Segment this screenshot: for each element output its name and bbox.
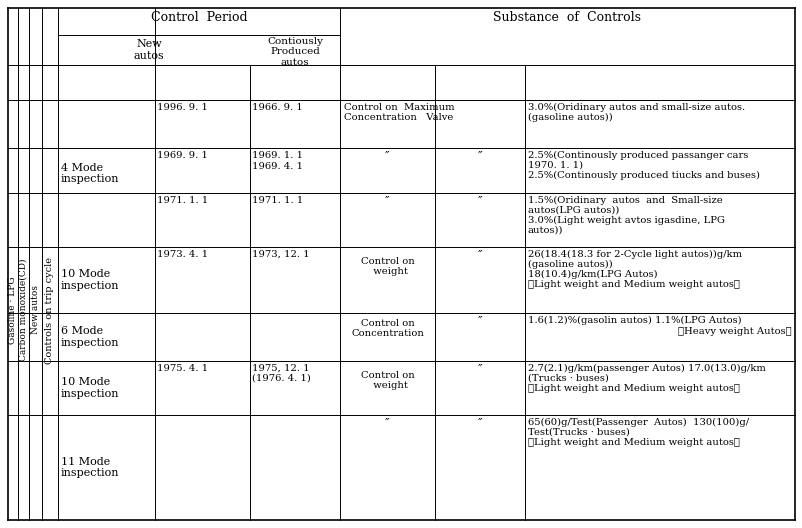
Text: 2.7(2.1)g/km(passenger Autos) 17.0(13.0)g/km: 2.7(2.1)g/km(passenger Autos) 17.0(13.0)… — [528, 364, 765, 373]
Text: 6 Mode
inspection: 6 Mode inspection — [61, 326, 119, 348]
Text: 〈Heavy weight Autos〉: 〈Heavy weight Autos〉 — [678, 327, 791, 336]
Text: 〈Light weight and Medium weight autos〉: 〈Light weight and Medium weight autos〉 — [528, 438, 739, 447]
Text: 3.0%(Light weight avtos igasdine, LPG: 3.0%(Light weight avtos igasdine, LPG — [528, 216, 724, 225]
Text: 1.5%(Oridinary  autos  and  Small-size: 1.5%(Oridinary autos and Small-size — [528, 196, 722, 205]
Text: 10 Mode
inspection: 10 Mode inspection — [61, 377, 119, 399]
Text: ″: ″ — [477, 250, 482, 263]
Text: 1969. 9. 1: 1969. 9. 1 — [157, 151, 208, 160]
Text: 1971. 1. 1: 1971. 1. 1 — [252, 196, 303, 205]
Text: 4 Mode
inspection: 4 Mode inspection — [61, 163, 119, 184]
Text: Control  Period: Control Period — [151, 11, 247, 24]
Text: ″: ″ — [385, 151, 389, 164]
Text: 65(60)g/Test(Passenger  Autos)  130(100)g/: 65(60)g/Test(Passenger Autos) 130(100)g/ — [528, 418, 748, 427]
Text: Control on
  weight: Control on weight — [360, 257, 414, 276]
Text: ″: ″ — [477, 196, 482, 209]
Text: Control on  Maximum: Control on Maximum — [343, 103, 454, 112]
Text: Test(Trucks · buses): Test(Trucks · buses) — [528, 428, 629, 437]
Text: 10 Mode
inspection: 10 Mode inspection — [61, 269, 119, 291]
Text: 3.0%(Oridinary autos and small-size autos.: 3.0%(Oridinary autos and small-size auto… — [528, 103, 744, 112]
Text: 18(10.4)g/km(LPG Autos): 18(10.4)g/km(LPG Autos) — [528, 270, 657, 279]
Text: (Trucks · buses): (Trucks · buses) — [528, 374, 608, 383]
Text: Control on
  weight: Control on weight — [360, 371, 414, 390]
Text: 2.5%(Continously produced passanger cars: 2.5%(Continously produced passanger cars — [528, 151, 747, 160]
Text: New
autos: New autos — [133, 39, 164, 61]
Text: Control on
Concentration: Control on Concentration — [350, 319, 423, 338]
Text: (1976. 4. 1): (1976. 4. 1) — [252, 374, 310, 383]
Text: New autos: New autos — [31, 286, 40, 335]
Text: 1966. 9. 1: 1966. 9. 1 — [252, 103, 302, 112]
Text: Carbon monoxide(CD): Carbon monoxide(CD) — [19, 259, 28, 361]
Text: 1969. 4. 1: 1969. 4. 1 — [252, 162, 302, 171]
Text: autos)): autos)) — [528, 226, 563, 235]
Text: 26(18.4(18.3 for 2-Cycle light autos))g/km: 26(18.4(18.3 for 2-Cycle light autos))g/… — [528, 250, 741, 259]
Text: 〈Light weight and Medium weight autos〉: 〈Light weight and Medium weight autos〉 — [528, 280, 739, 289]
Text: 1971. 1. 1: 1971. 1. 1 — [157, 196, 208, 205]
Text: ″: ″ — [477, 151, 482, 164]
Text: ″: ″ — [477, 316, 482, 329]
Text: Gasoline · LPG: Gasoline · LPG — [9, 276, 18, 344]
Text: 1973. 4. 1: 1973. 4. 1 — [157, 250, 208, 259]
Text: 〈Light weight and Medium weight autos〉: 〈Light weight and Medium weight autos〉 — [528, 384, 739, 393]
Text: autos(LPG autos)): autos(LPG autos)) — [528, 206, 618, 215]
Text: 1975, 12. 1: 1975, 12. 1 — [252, 364, 310, 373]
Text: Substance  of  Controls: Substance of Controls — [493, 11, 641, 24]
Text: 1996. 9. 1: 1996. 9. 1 — [157, 103, 208, 112]
Text: ″: ″ — [477, 418, 482, 431]
Text: (gasoline autos)): (gasoline autos)) — [528, 260, 612, 269]
Text: 1973, 12. 1: 1973, 12. 1 — [252, 250, 310, 259]
Text: Controls on trip cycle: Controls on trip cycle — [46, 257, 55, 363]
Text: Contiously
Produced
autos: Contiously Produced autos — [267, 37, 322, 67]
Text: 1975. 4. 1: 1975. 4. 1 — [157, 364, 208, 373]
Text: 1970. 1. 1): 1970. 1. 1) — [528, 161, 582, 170]
Text: 1969. 1. 1: 1969. 1. 1 — [252, 151, 302, 160]
Text: Concentration   Valve: Concentration Valve — [343, 113, 453, 122]
Text: ″: ″ — [385, 418, 389, 431]
Text: (gasoline autos)): (gasoline autos)) — [528, 113, 612, 122]
Text: 2.5%(Continously produced tiucks and buses): 2.5%(Continously produced tiucks and bus… — [528, 171, 759, 180]
Text: ″: ″ — [385, 196, 389, 209]
Text: 1.6(1.2)%(gasolin autos) 1.1%(LPG Autos): 1.6(1.2)%(gasolin autos) 1.1%(LPG Autos) — [528, 316, 741, 325]
Text: 11 Mode
inspection: 11 Mode inspection — [61, 457, 119, 478]
Text: ″: ″ — [477, 364, 482, 377]
